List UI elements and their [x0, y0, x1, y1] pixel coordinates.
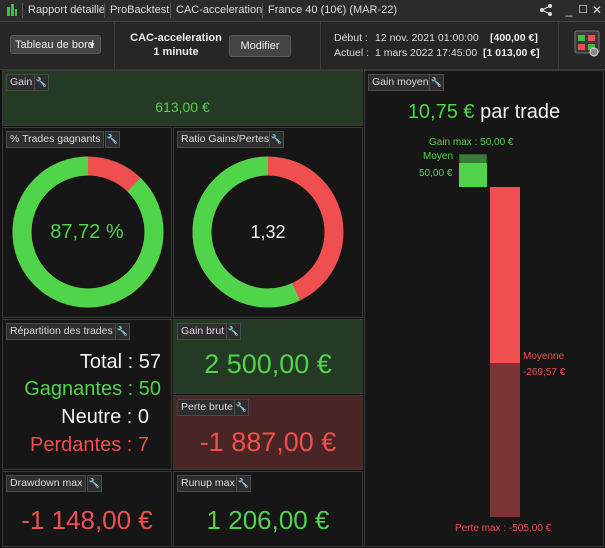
- end-label: Actuel :: [334, 47, 370, 59]
- pct-trades-value: 87,72 %: [50, 221, 124, 243]
- moyenne-value: -269,57 €: [523, 367, 566, 378]
- moyen-value: 50,00 €: [419, 168, 453, 179]
- close-icon[interactable]: ✕: [591, 3, 603, 17]
- perte-brute-title: Perte brute: [177, 399, 237, 416]
- dashboard-dropdown-label: Tableau de bord: [15, 39, 94, 51]
- perte-brute-panel: Perte brute 🔧 -1 887,00 €: [173, 395, 363, 470]
- tab-instrument[interactable]: France 40 (10€) (MAR-22): [268, 4, 397, 16]
- gain-moyen-suffix: par trade: [480, 101, 561, 123]
- pct-trades-donut: [12, 156, 164, 308]
- gain-brut-value: 2 500,00 €: [204, 349, 332, 379]
- donut-win-segment: [12, 156, 164, 308]
- drawdown-panel: Drawdown max 🔧 -1 148,00 €: [2, 471, 172, 547]
- pct-trades-panel: % Trades gagnants 🔧 87,72 %: [2, 127, 172, 318]
- gain-panel: Gain 🔧 613,00 €: [2, 70, 363, 126]
- end-value: [1 013,00 €]: [483, 47, 540, 59]
- runup-panel: Runup max 🔧 1 206,00 €: [173, 471, 363, 547]
- start-date: 12 nov. 2021 01:00:00: [375, 32, 479, 44]
- dashboard-dropdown[interactable]: Tableau de bord ▼: [10, 35, 101, 54]
- wrench-icon[interactable]: 🔧: [236, 475, 251, 492]
- wrench-icon[interactable]: 🔧: [87, 475, 102, 492]
- repartition-title: Répartition des trades: [6, 323, 117, 340]
- neutral-trades: Neutre : 0: [61, 406, 149, 428]
- modify-button[interactable]: Modifier: [229, 35, 291, 57]
- donut-win-segment: [192, 156, 344, 308]
- gain-max-label: Gain max : 50,00 €: [429, 137, 514, 148]
- gain-brut-title: Gain brut: [177, 323, 229, 340]
- wrench-icon[interactable]: 🔧: [226, 323, 241, 340]
- chevron-down-icon: ▼: [88, 41, 96, 50]
- repartition-panel: Répartition des trades 🔧 Total : 57 Gagn…: [2, 319, 172, 470]
- wrench-icon[interactable]: 🔧: [115, 323, 130, 340]
- share-icon[interactable]: [539, 3, 553, 17]
- perte-brute-value: -1 887,00 €: [199, 427, 337, 457]
- ratio-donut: [192, 156, 344, 308]
- start-value: [400,00 €]: [490, 32, 538, 44]
- ratio-title: Ratio Gains/Pertes: [177, 131, 274, 148]
- timeframe: 1 minute: [153, 46, 199, 58]
- moyenne-label: Moyenne: [523, 351, 565, 362]
- drawdown-value: -1 148,00 €: [21, 505, 153, 535]
- total-trades: Total : 57: [79, 351, 161, 373]
- gain-brut-panel: Gain brut 🔧 2 500,00 €: [173, 319, 363, 394]
- gain-moyen-panel: Gain moyen 🔧 10,75 € par trade Gain max …: [364, 70, 604, 547]
- start-label: Début :: [334, 32, 368, 44]
- dashboard-settings-icon[interactable]: [574, 30, 600, 58]
- tab-probacktest[interactable]: ProBacktest: [110, 4, 170, 16]
- wrench-icon[interactable]: 🔧: [34, 74, 49, 91]
- gain-value: 613,00 €: [155, 99, 210, 115]
- loss-average-bar: [490, 187, 520, 364]
- wrench-icon[interactable]: 🔧: [429, 74, 444, 91]
- runup-value: 1 206,00 €: [206, 505, 330, 535]
- perte-max-label: Perte max : -505,00 €: [455, 523, 552, 534]
- wrench-icon[interactable]: 🔧: [269, 131, 284, 148]
- winning-trades: Gagnantes : 50: [24, 378, 161, 400]
- tab-strategy[interactable]: CAC-acceleration: [176, 4, 263, 16]
- wrench-icon[interactable]: 🔧: [234, 399, 249, 416]
- gain-moyen-title: Gain moyen: [368, 74, 433, 91]
- minimize-icon[interactable]: _: [565, 3, 573, 17]
- ratio-panel: Ratio Gains/Pertes 🔧 1,32: [173, 127, 363, 318]
- end-date: 1 mars 2022 17:45:00: [375, 47, 478, 59]
- moyen-label: Moyen: [423, 151, 454, 162]
- ratio-value: 1,32: [250, 222, 286, 242]
- gain-moyen-value: 10,75 €: [407, 101, 475, 123]
- gain-title: Gain: [6, 74, 37, 91]
- app-logo-icon: [7, 4, 17, 16]
- losing-trades: Perdantes : 7: [30, 434, 149, 456]
- strategy-name: CAC-acceleration: [130, 32, 222, 44]
- tab-rapport-detaille[interactable]: Rapport détaillé: [28, 4, 106, 16]
- title-bar: Rapport détaillé ProBacktest CAC-acceler…: [0, 0, 605, 22]
- wrench-icon[interactable]: 🔧: [105, 131, 120, 148]
- toolbar: Tableau de bord ▼ CAC-acceleration 1 min…: [0, 22, 605, 70]
- gain-average-bar: [459, 163, 487, 187]
- maximize-icon[interactable]: ☐: [578, 4, 588, 16]
- drawdown-title: Drawdown max: [6, 475, 87, 492]
- pct-trades-title: % Trades gagnants: [6, 131, 105, 148]
- gain-moyen-headline: 10,75 € par trade: [365, 101, 603, 124]
- runup-title: Runup max: [177, 475, 239, 492]
